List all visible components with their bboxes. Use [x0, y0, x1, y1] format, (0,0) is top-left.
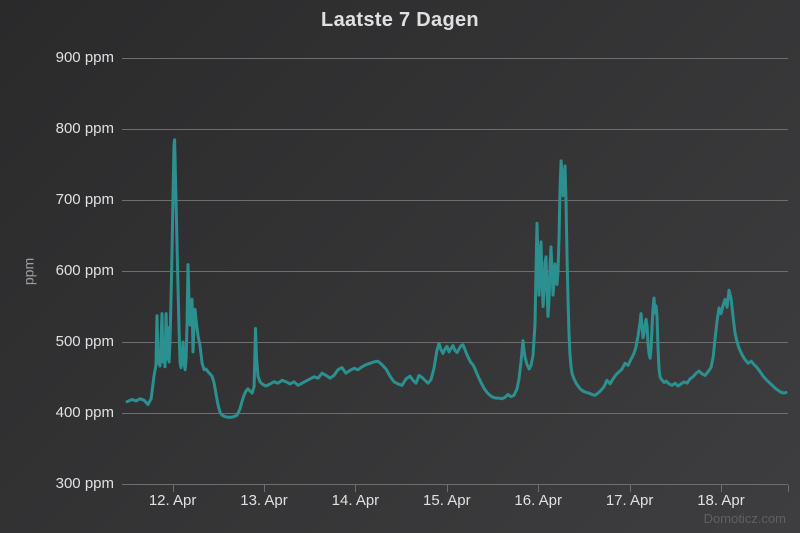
x-tick-label: 17. Apr	[605, 492, 654, 509]
x-tick-label: 15. Apr	[423, 492, 471, 509]
x-tick-label: 18. Apr	[697, 492, 745, 509]
x-tick-label: 12. Apr	[148, 492, 197, 509]
y-tick-label: 700 ppm	[55, 191, 114, 208]
chart-title: Laatste 7 Dagen	[321, 9, 479, 31]
y-tick-label: 900 ppm	[55, 49, 114, 66]
x-tick-label: 14. Apr	[331, 492, 380, 509]
x-tick-label: 16. Apr	[514, 492, 562, 509]
y-tick-label: 600 ppm	[55, 262, 114, 279]
series-line-ppm[interactable]	[125, 138, 788, 419]
credits-link[interactable]: Domoticz.com	[703, 511, 786, 526]
y-tick-label: 800 ppm	[55, 120, 114, 137]
y-tick-label: 500 ppm	[55, 333, 114, 350]
x-tick-label: 13. Apr	[240, 492, 288, 509]
y-tick-label: 300 ppm	[55, 475, 114, 492]
y-tick-label: 400 ppm	[55, 404, 114, 421]
